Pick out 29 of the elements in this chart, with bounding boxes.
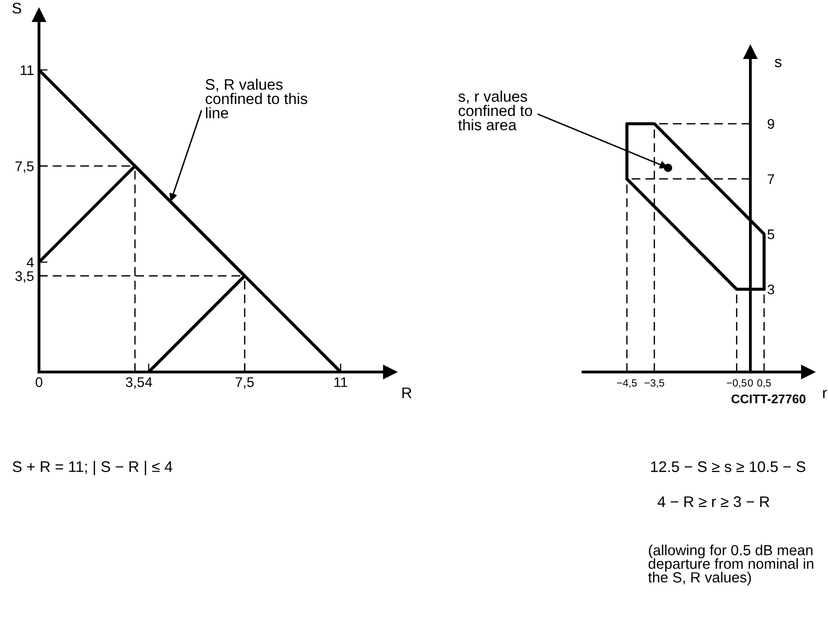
y-tick-label: 5 (768, 230, 774, 240)
text: 4 − R ≥ r ≥ 3 − R (658, 496, 770, 508)
x-tick-label: 0 (748, 379, 753, 387)
y-tick-label: 3 (768, 284, 774, 294)
text: S + R = 11; | S − R | ≤ 4 (12, 460, 172, 476)
text: 12.5 − S ≥ s ≥ 10.5 − S (651, 461, 806, 472)
y-tick-label: 7 (768, 174, 774, 184)
x-axis-title: r (823, 390, 827, 398)
x-tick-label: −4,5 (617, 379, 637, 388)
text: (allowing for 0.5 dB mean departure from nominal in the S, R values) (648, 544, 814, 586)
y-tick-label: 7,5 (16, 162, 34, 173)
x-tick-label: 4 (145, 377, 152, 387)
text: CCITT-27760 (731, 394, 806, 404)
y-axis-title: s (774, 58, 782, 68)
x-axis-title: R (402, 388, 412, 398)
y-tick-label: 4 (26, 258, 34, 268)
annotation: s, r values confined to this area (458, 90, 532, 130)
x-tick-label: −0,5 (726, 379, 747, 388)
x-tick-label: 3,5 (126, 377, 144, 389)
annotation: S, R values confined to this line (206, 78, 308, 118)
x-tick-label: 0 (36, 377, 42, 388)
y-axis-title: S (12, 2, 22, 14)
y-tick-label: 11 (20, 65, 34, 75)
y-tick-label: 3,5 (15, 271, 34, 283)
x-tick-label: 7,5 (236, 377, 254, 389)
x-tick-label: 0,5 (757, 379, 771, 388)
y-tick-label: 9 (768, 119, 774, 129)
x-tick-label: −3,5 (644, 379, 664, 388)
x-tick-label: 11 (334, 377, 348, 387)
